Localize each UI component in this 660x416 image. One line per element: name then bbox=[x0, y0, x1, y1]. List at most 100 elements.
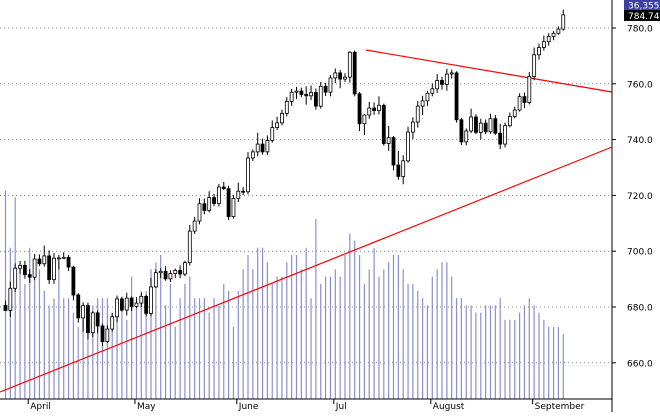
candle-up bbox=[512, 109, 517, 117]
candle-down bbox=[381, 104, 386, 144]
x-tick-label: September bbox=[535, 402, 585, 412]
axes bbox=[0, 0, 613, 412]
candle-down bbox=[66, 256, 71, 268]
candle-up bbox=[503, 125, 507, 145]
candle-up bbox=[81, 305, 85, 319]
candle-down bbox=[120, 298, 124, 311]
candle-down bbox=[241, 190, 246, 193]
candle-down bbox=[144, 295, 149, 314]
candle-up bbox=[246, 157, 250, 193]
candle-up bbox=[347, 51, 352, 78]
candle-down bbox=[37, 258, 42, 265]
candle-up bbox=[139, 295, 144, 304]
candle-up bbox=[488, 118, 493, 133]
candle-down bbox=[178, 270, 183, 275]
candle-up bbox=[532, 54, 537, 77]
candle-down bbox=[3, 304, 8, 311]
candle-up bbox=[187, 230, 192, 264]
candle-up bbox=[236, 190, 241, 199]
candle-up bbox=[367, 107, 372, 116]
volume-bars bbox=[4, 190, 564, 399]
candle-up bbox=[551, 32, 556, 37]
candle-down bbox=[22, 265, 27, 276]
candle-up bbox=[464, 130, 469, 143]
candle-up bbox=[255, 143, 260, 153]
candle-up bbox=[149, 286, 153, 314]
candle-down bbox=[212, 197, 216, 204]
candle-up bbox=[265, 140, 270, 153]
candle-down bbox=[163, 270, 168, 280]
candle-up bbox=[289, 91, 294, 102]
candle-up bbox=[183, 262, 187, 275]
candle-up bbox=[561, 14, 566, 30]
y-tick-label: 760.0 bbox=[627, 80, 653, 90]
price-candles bbox=[3, 9, 566, 347]
x-tick-label: June bbox=[238, 402, 259, 412]
candle-up bbox=[410, 121, 415, 133]
candle-up bbox=[124, 297, 129, 311]
candle-down bbox=[396, 164, 401, 177]
candle-up bbox=[231, 198, 236, 218]
y-tick-label: 700.0 bbox=[627, 248, 653, 258]
candle-down bbox=[323, 85, 328, 93]
candle-down bbox=[47, 255, 52, 281]
readout-boxes: 36,355 784.74 bbox=[624, 0, 660, 22]
y-tick-label: 660.0 bbox=[627, 359, 653, 369]
resistance-trendline bbox=[365, 49, 613, 93]
candle-up bbox=[13, 267, 18, 289]
candle-down bbox=[522, 96, 527, 103]
candle-down bbox=[459, 119, 464, 143]
candle-down bbox=[440, 80, 444, 85]
last-price-box bbox=[624, 10, 660, 21]
y-tick-label: 740.0 bbox=[627, 136, 653, 146]
candle-down bbox=[76, 294, 81, 319]
candle-up bbox=[173, 270, 178, 274]
candle-down bbox=[71, 266, 76, 296]
candle-up bbox=[158, 270, 163, 274]
candle-up bbox=[469, 116, 474, 132]
candle-up bbox=[546, 35, 551, 43]
candle-down bbox=[27, 274, 32, 278]
candle-up bbox=[401, 160, 406, 177]
candle-up bbox=[115, 298, 119, 318]
candle-up bbox=[449, 72, 454, 75]
y-tick-label: 780.0 bbox=[627, 25, 653, 35]
candle-up bbox=[197, 203, 202, 222]
support-trendline bbox=[0, 146, 613, 393]
candle-up bbox=[527, 76, 532, 103]
candle-down bbox=[372, 107, 377, 111]
candle-up bbox=[406, 131, 410, 162]
candle-up bbox=[309, 92, 313, 97]
candle-up bbox=[250, 151, 255, 159]
candle-up bbox=[207, 197, 212, 211]
candle-up bbox=[153, 272, 158, 288]
candle-down bbox=[86, 305, 90, 334]
candle-up bbox=[134, 302, 139, 307]
candle-up bbox=[556, 28, 561, 34]
trendlines bbox=[0, 49, 613, 393]
x-tick-labels: April May June Jul August September bbox=[27, 399, 585, 412]
y-tick-labels: 660.0 680.0 700.0 720.0 740.0 760.0 780.0 bbox=[612, 25, 653, 369]
x-tick-label: August bbox=[433, 402, 465, 412]
candle-down bbox=[493, 118, 498, 134]
candle-up bbox=[42, 255, 47, 265]
candle-up bbox=[105, 328, 110, 342]
y-tick-label: 680.0 bbox=[627, 304, 653, 314]
volume-readout: 36,355 bbox=[628, 2, 660, 12]
candle-up bbox=[192, 220, 197, 232]
candle-down bbox=[483, 122, 488, 133]
candle-up bbox=[52, 257, 56, 281]
candle-up bbox=[32, 258, 37, 278]
candle-down bbox=[338, 72, 343, 80]
candle-down bbox=[352, 51, 357, 95]
candle-up bbox=[478, 122, 483, 133]
candle-up bbox=[444, 73, 449, 85]
candle-down bbox=[95, 312, 100, 327]
candle-up bbox=[333, 72, 338, 79]
last-price-readout: 784.74 bbox=[628, 12, 660, 22]
candle-up bbox=[420, 100, 425, 107]
candle-up bbox=[56, 257, 61, 260]
candle-up bbox=[280, 112, 284, 124]
candle-up bbox=[61, 256, 66, 259]
